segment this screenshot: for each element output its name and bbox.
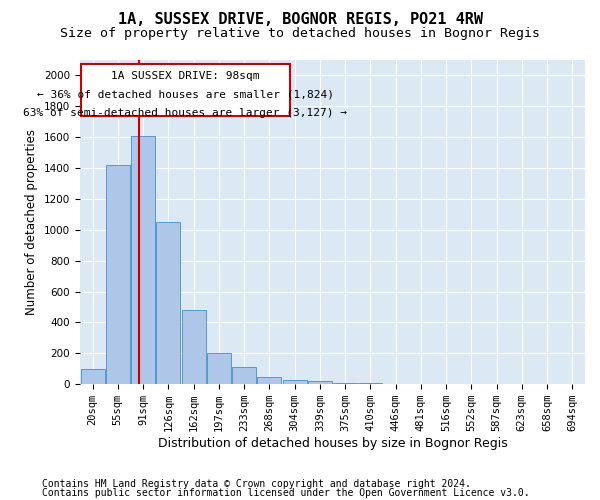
Y-axis label: Number of detached properties: Number of detached properties	[25, 129, 38, 315]
Bar	[232, 367, 256, 384]
Text: Size of property relative to detached houses in Bognor Regis: Size of property relative to detached ho…	[60, 28, 540, 40]
Bar	[308, 381, 332, 384]
Bar	[157, 222, 181, 384]
Bar	[283, 380, 307, 384]
Bar	[80, 369, 104, 384]
FancyBboxPatch shape	[81, 64, 290, 116]
Text: Contains HM Land Registry data © Crown copyright and database right 2024.: Contains HM Land Registry data © Crown c…	[42, 479, 471, 489]
Bar	[131, 136, 155, 384]
Text: 1A SUSSEX DRIVE: 98sqm: 1A SUSSEX DRIVE: 98sqm	[111, 71, 260, 81]
Bar	[257, 376, 281, 384]
X-axis label: Distribution of detached houses by size in Bognor Regis: Distribution of detached houses by size …	[158, 437, 508, 450]
Text: 1A, SUSSEX DRIVE, BOGNOR REGIS, PO21 4RW: 1A, SUSSEX DRIVE, BOGNOR REGIS, PO21 4RW	[118, 12, 482, 28]
Bar	[207, 354, 231, 384]
Bar	[182, 310, 206, 384]
Text: Contains public sector information licensed under the Open Government Licence v3: Contains public sector information licen…	[42, 488, 530, 498]
Text: 63% of semi-detached houses are larger (3,127) →: 63% of semi-detached houses are larger (…	[23, 108, 347, 118]
Text: ← 36% of detached houses are smaller (1,824): ← 36% of detached houses are smaller (1,…	[37, 90, 334, 100]
Bar	[106, 165, 130, 384]
